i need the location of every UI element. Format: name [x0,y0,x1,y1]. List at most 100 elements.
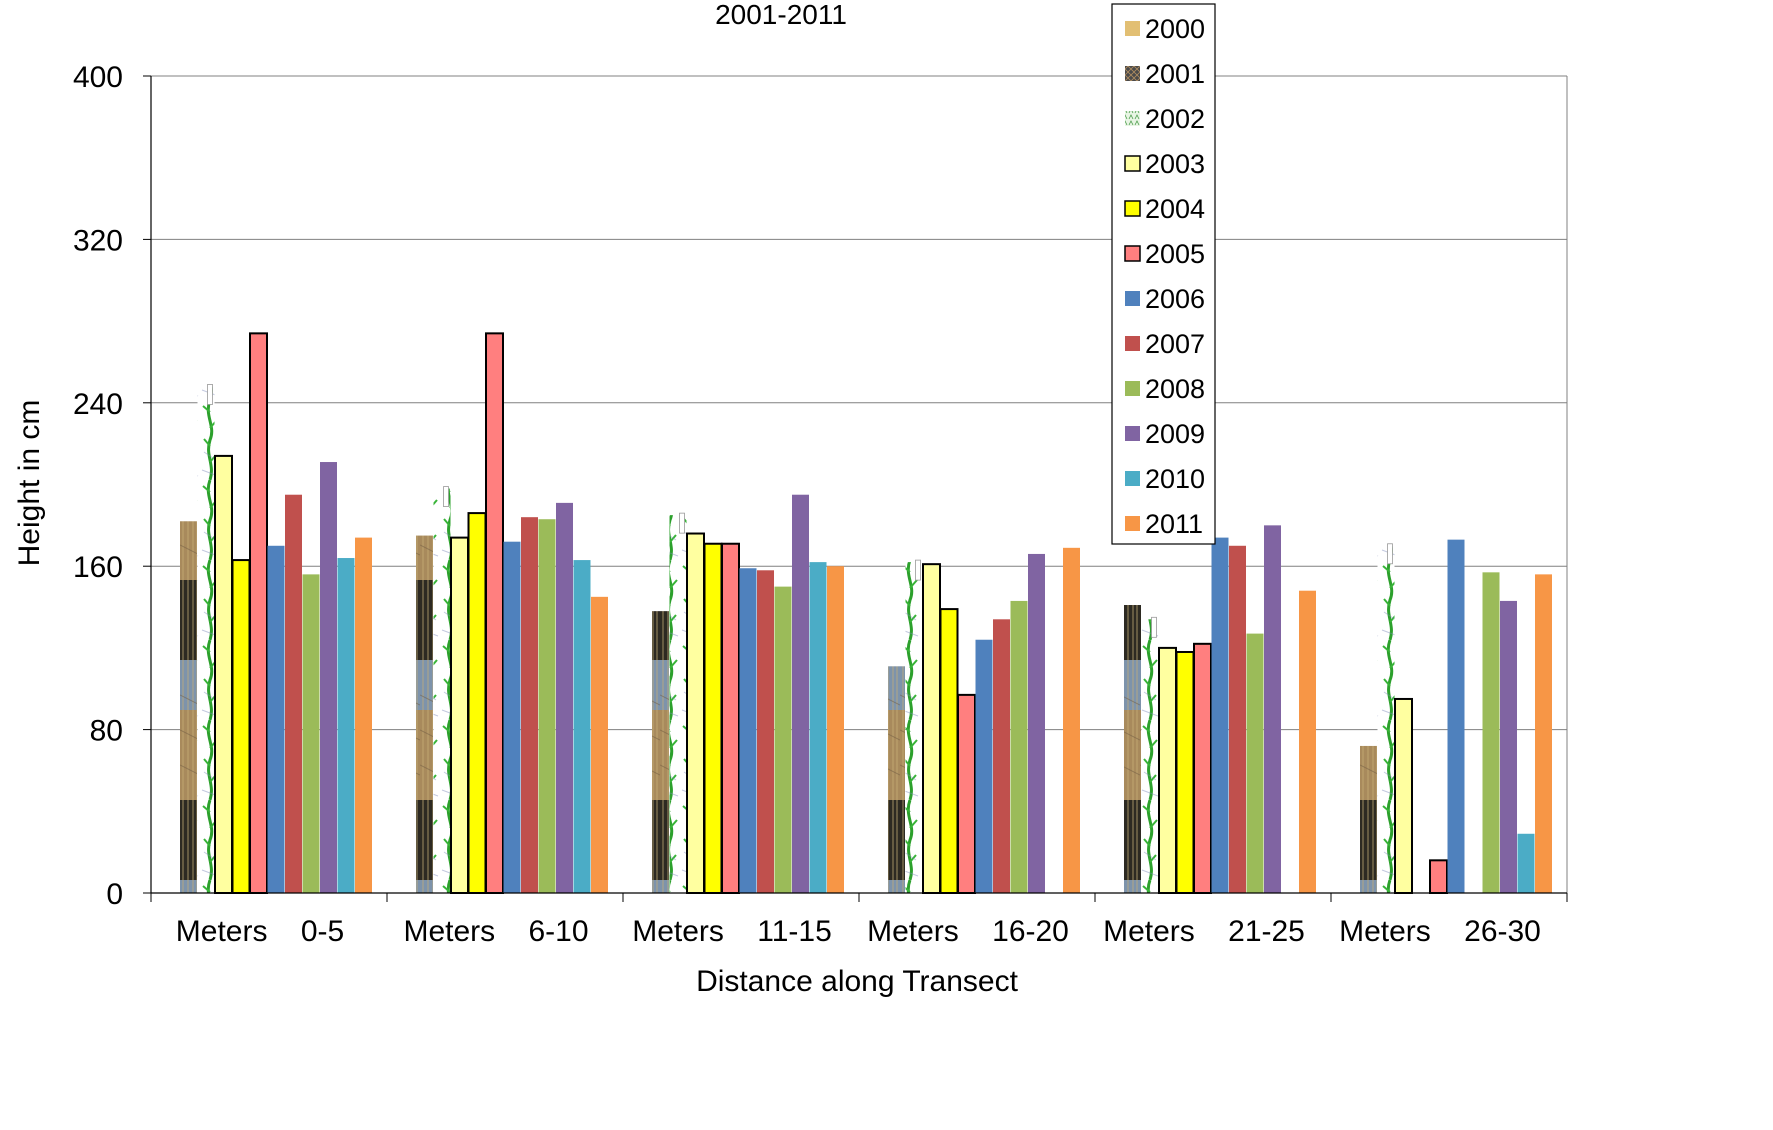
legend-label: 2008 [1145,374,1205,404]
bar-2005-6 [1447,539,1465,893]
y-tick-label: 320 [73,224,123,257]
bar-2000-4 [888,666,905,893]
legend-label: 2009 [1145,419,1205,449]
x-axis-label: Distance along Transect [696,965,1019,998]
bar-2002-3 [686,532,705,895]
legend-label: 2010 [1145,464,1205,494]
legend-swatch-2006 [1125,291,1140,306]
bar-2008-6 [1500,600,1517,893]
legend-swatch-2009 [1125,426,1140,441]
bar-2010-6 [1535,574,1552,893]
y-tick-label: 400 [73,61,123,94]
bar-label-box [915,559,921,581]
bar-2007-2 [538,519,556,893]
legend-label: 2002 [1145,104,1205,134]
bar-2010-1 [355,537,372,893]
x-tick-label: Meters 6-10 [403,915,588,948]
bar-2007-6 [1482,572,1500,893]
bar-2005-1 [267,545,285,893]
legend-swatch-2001 [1125,66,1140,81]
legend-swatch-2003 [1124,155,1141,172]
legend-label: 2001 [1145,59,1205,89]
legend-swatch-2000 [1125,21,1140,36]
bar-2007-1 [302,574,320,893]
legend-label: 2003 [1145,149,1205,179]
legend-swatch-2008 [1125,381,1140,396]
legend-label: 2011 [1145,509,1203,539]
bar-2008-2 [556,502,573,893]
bar-2004-1 [249,332,268,895]
y-axis-label: Height in cm [13,400,46,567]
bar-2004-4 [957,693,976,894]
bar-2005-5 [1211,537,1229,893]
bar-2008-4 [1028,553,1045,893]
bar-2001-3 [669,515,687,893]
bar-2002-2 [450,536,469,894]
bar-label-box [1151,616,1157,638]
legend-swatch-2002 [1125,111,1140,126]
y-tick-label: 0 [106,878,123,911]
legend: 2000 2001 2002 2003 2004 2005 2006 2007 2008 2009… [1111,3,1216,545]
y-tick-label: 80 [90,715,123,748]
bar-2007-4 [1010,600,1028,893]
bar-2005-2 [503,541,521,893]
legend-label: 2004 [1145,194,1205,224]
bar-2004-5 [1193,642,1212,894]
bar-2006-1 [285,494,302,893]
bar-2000-1 [180,521,197,893]
bar-label-box [443,486,449,507]
bar-2003-2 [467,512,487,894]
bar-2007-3 [774,586,792,893]
bar-2009-2 [573,560,591,893]
bar-2006-4 [993,619,1010,893]
bar-2010-5 [1299,590,1316,893]
bar-2007-5 [1246,633,1264,893]
bar-2001-2 [433,488,451,893]
bar-2010-3 [827,566,844,893]
ticks: 0 80 160 240 320 400 Meters 0-5 Meters 6-10 Mete… [73,61,1568,948]
bar-2006-3 [757,570,774,893]
bar-label-box [1387,543,1393,565]
bar-2000-2 [416,535,433,893]
bar-2001-1 [197,386,215,893]
bar-2004-2 [485,332,504,895]
x-tick-label: Meters 11-15 [632,915,832,948]
bar-2010-4 [1063,547,1080,893]
bar-2001-6 [1377,545,1395,893]
legend-swatch-2004 [1124,200,1141,217]
bar-2009-1 [337,558,355,893]
bar-2009-6 [1517,833,1535,893]
legend-swatch-2005 [1124,245,1141,262]
bar-2002-4 [922,563,941,894]
bar-2005-3 [739,568,757,893]
bar-2010-2 [591,596,608,893]
bar-2003-4 [939,608,959,895]
bar-2002-6 [1394,697,1413,895]
bar-2003-3 [703,542,723,894]
bars [180,332,1552,895]
x-tick-label: Meters 26-30 [1339,915,1541,948]
grid-lines [151,75,1568,893]
bar-2008-1 [320,462,337,893]
legend-label: 2007 [1145,329,1205,359]
bar-2001-5 [1141,619,1159,893]
legend-label: 2000 [1145,14,1205,44]
legend-box [1111,3,1216,545]
bar-2004-6 [1429,859,1448,895]
legend-swatch-2011 [1125,516,1140,531]
bar-2003-5 [1175,650,1195,894]
bar-2008-3 [792,494,809,893]
y-tick-label: 160 [73,551,123,584]
legend-label: 2005 [1145,239,1205,269]
bar-2000-3 [652,611,669,893]
x-tick-label: Meters 16-20 [867,915,1069,948]
bar-label-box [679,512,685,534]
legend-label: 2006 [1145,284,1205,314]
x-tick-label: Meters 0-5 [176,915,344,948]
x-tick-label: Meters 21-25 [1103,915,1305,948]
bar-2002-1 [214,454,233,894]
bar-2003-1 [231,559,251,894]
bar-2005-4 [975,639,993,893]
